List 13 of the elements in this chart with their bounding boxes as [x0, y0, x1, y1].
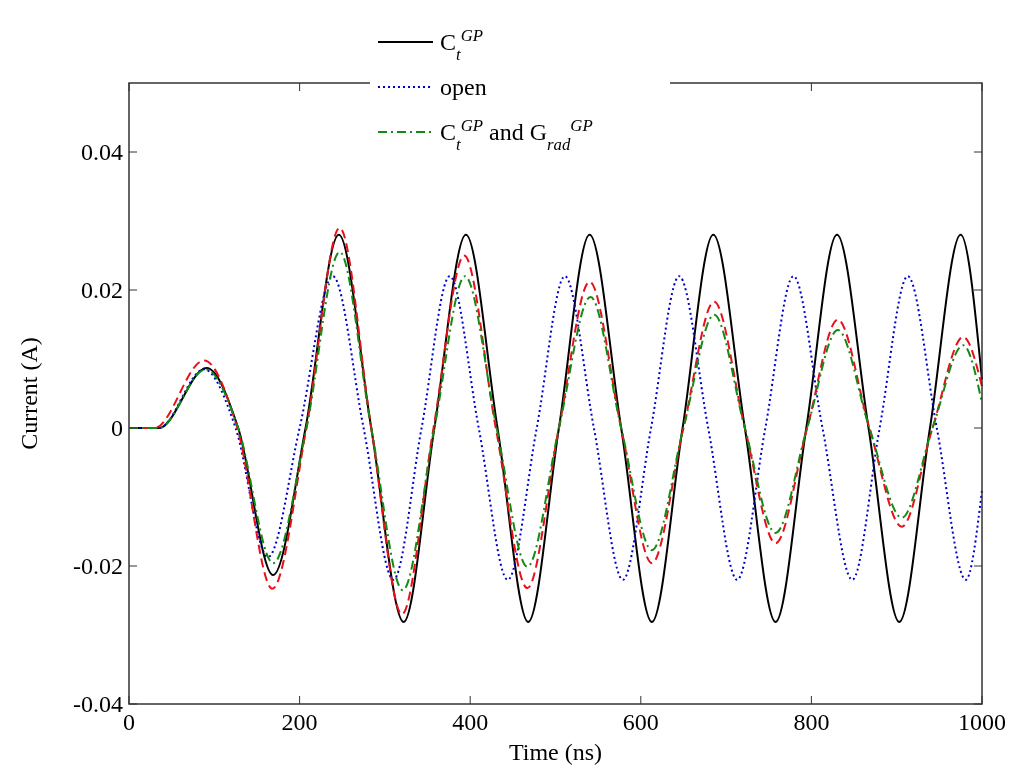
x-tick-label: 1000	[958, 709, 1006, 735]
x-tick-label: 600	[622, 709, 659, 735]
y-axis-title: Current (A)	[16, 337, 42, 450]
legend-label: open	[440, 74, 487, 100]
y-tick-label: -0.04	[73, 691, 123, 717]
x-axis-title: Time (ns)	[508, 739, 603, 765]
y-tick-label: 0.04	[81, 139, 123, 165]
x-tick-label: 800	[793, 709, 830, 735]
x-tick-label: 200	[281, 709, 318, 735]
x-tick-label: 400	[452, 709, 489, 735]
y-tick-label: 0	[111, 415, 123, 441]
y-tick-label: -0.02	[73, 553, 123, 579]
y-tick-label: 0.02	[81, 277, 123, 303]
